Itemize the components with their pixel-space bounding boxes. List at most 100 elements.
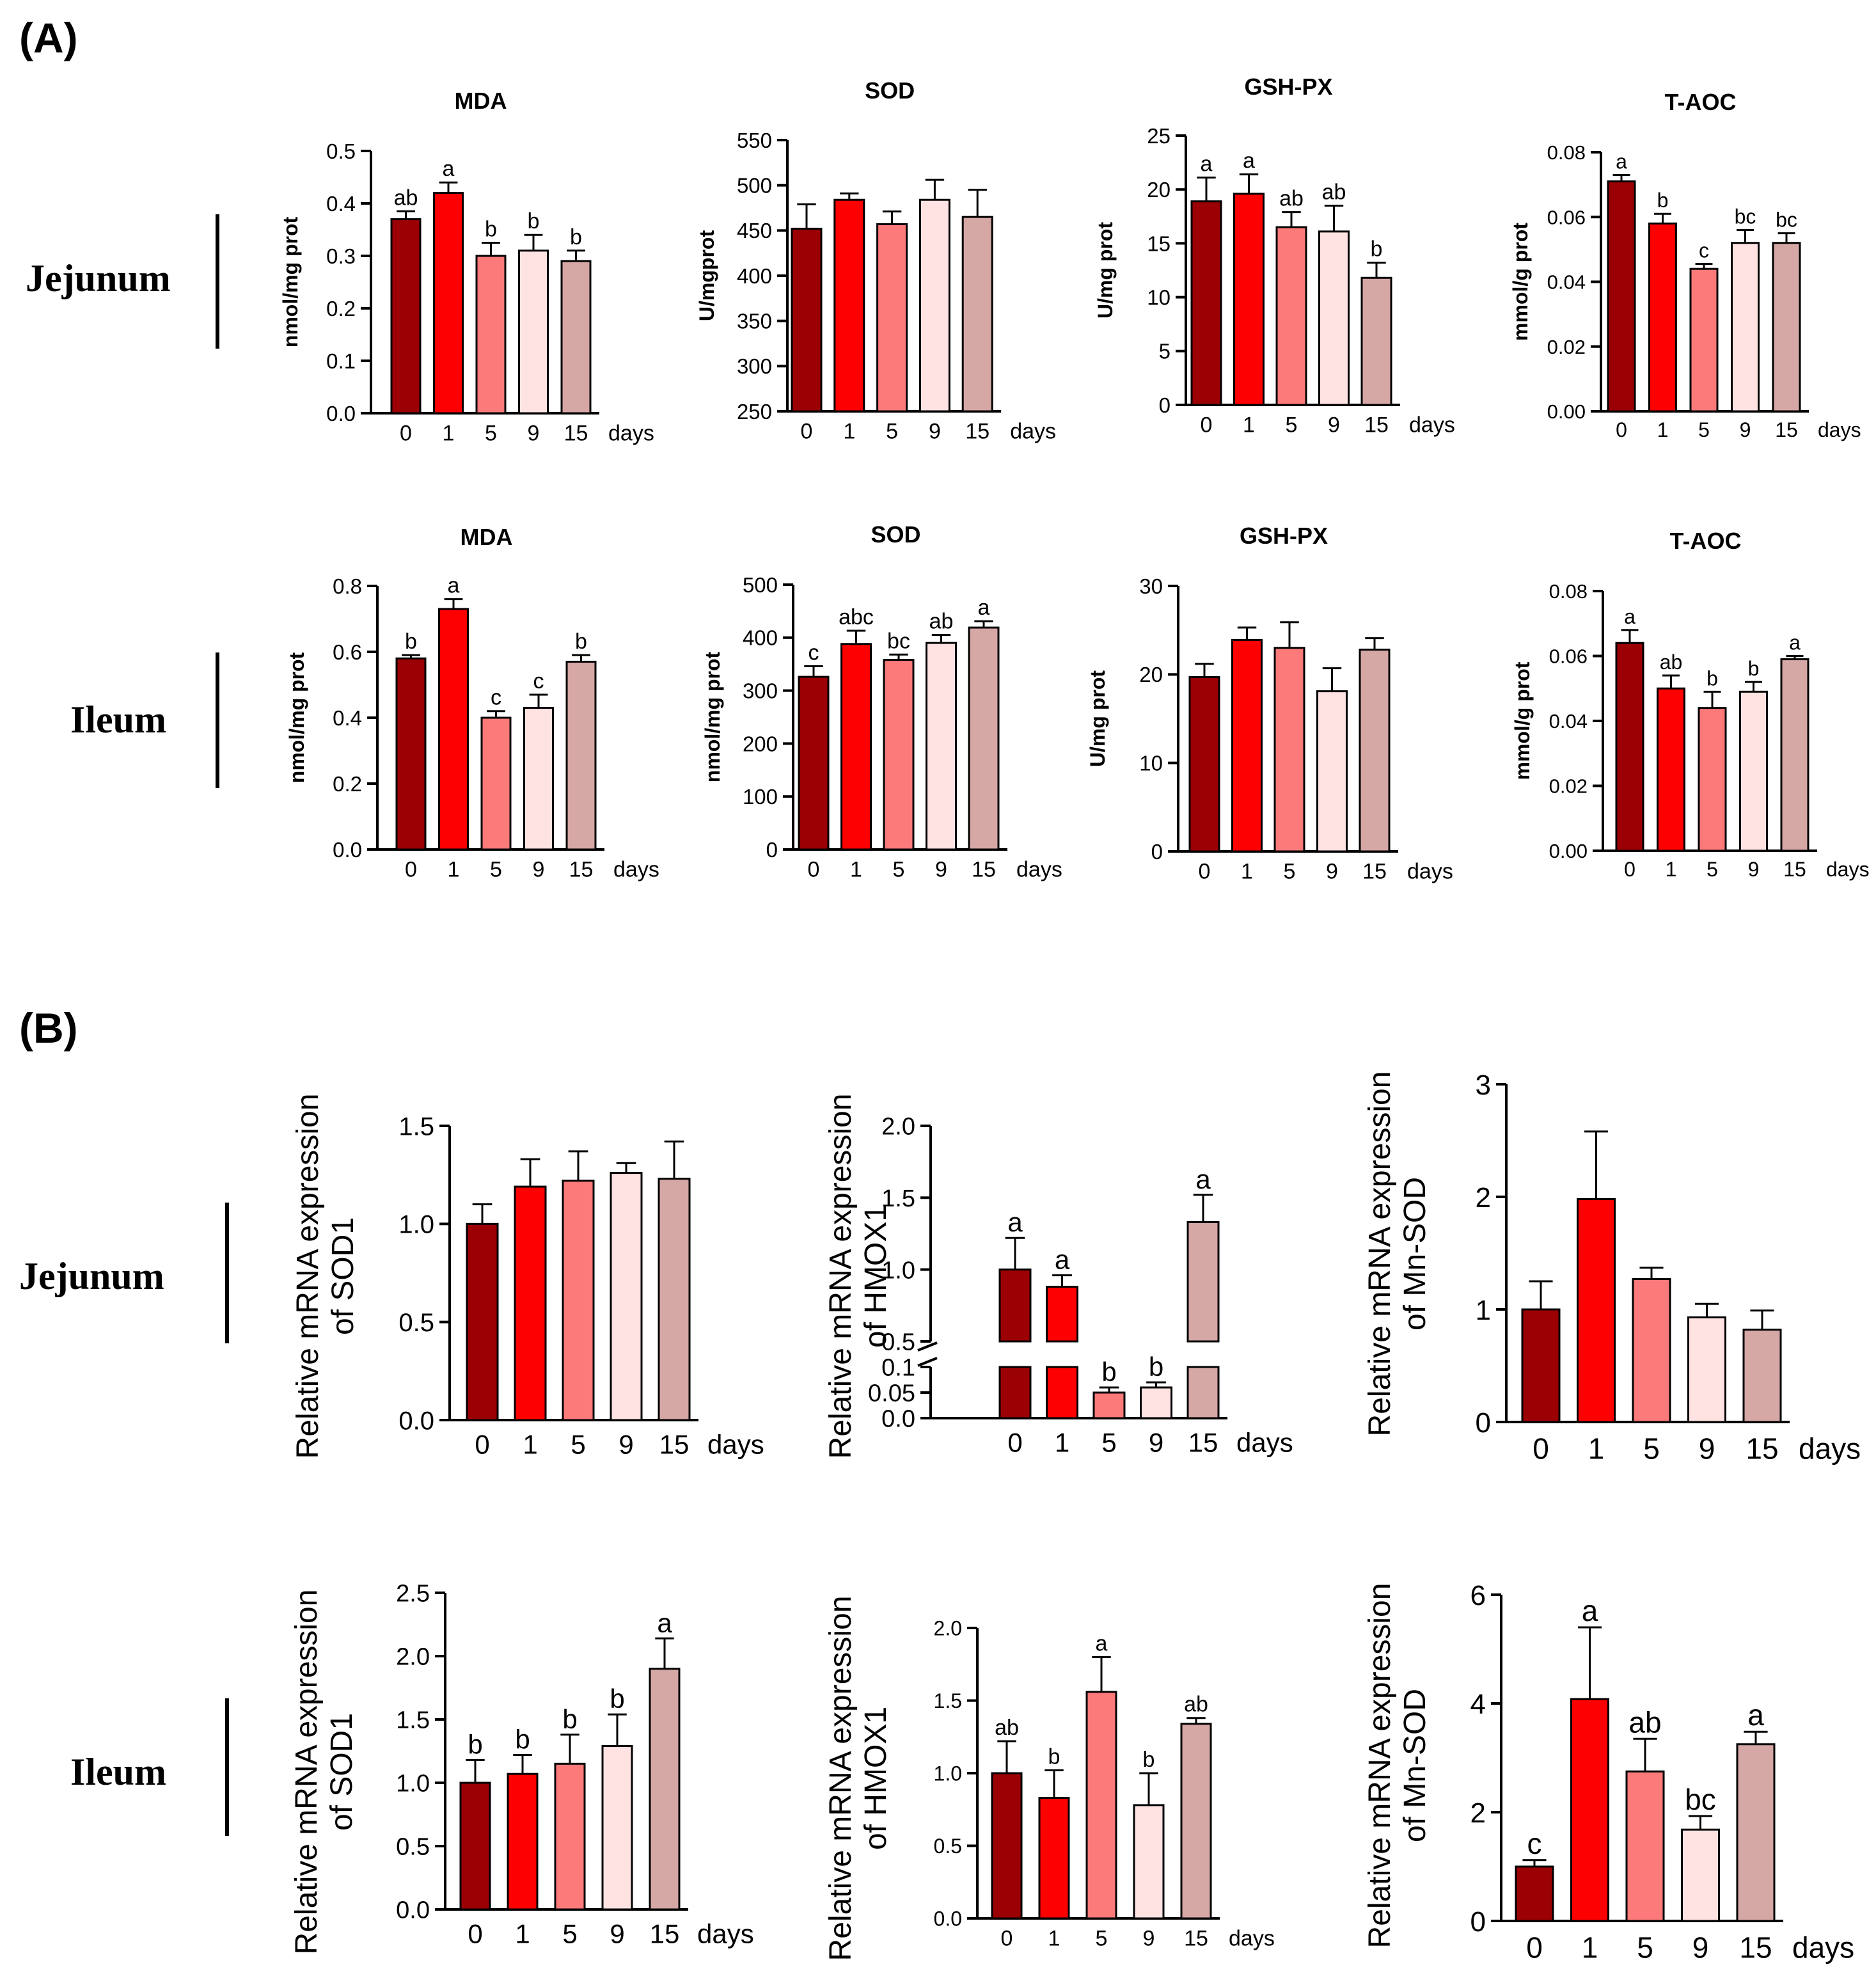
x-tick-label: 15 bbox=[1188, 1428, 1218, 1458]
y-tick-label: 6 bbox=[1470, 1580, 1486, 1611]
tissue-label-b-ileum: Ileum bbox=[70, 1751, 166, 1793]
x-tick-label: 15 bbox=[1775, 418, 1798, 441]
bar bbox=[1689, 267, 1719, 413]
y-tick-label: 2 bbox=[1476, 1182, 1491, 1213]
bar bbox=[1632, 1277, 1671, 1423]
bar bbox=[560, 260, 592, 415]
chart-title: GSH-PX bbox=[1244, 74, 1332, 100]
y-tick-label: 0 bbox=[1470, 1906, 1486, 1938]
y-tick-label: 200 bbox=[743, 732, 778, 755]
bar bbox=[1359, 649, 1391, 853]
x-tick-label: 5 bbox=[886, 420, 898, 444]
x-tick-label: 1 bbox=[523, 1430, 537, 1460]
significance-letter: b bbox=[405, 629, 417, 654]
bar bbox=[523, 707, 554, 851]
bar bbox=[1698, 707, 1727, 852]
significance-letter: bc bbox=[1776, 209, 1797, 232]
bar bbox=[1180, 1723, 1212, 1920]
significance-letter: ab bbox=[394, 186, 418, 210]
y-tick-label: 1.0 bbox=[934, 1762, 962, 1785]
x-tick-label: 0 bbox=[1624, 858, 1636, 881]
x-tick-label: 15 bbox=[1364, 413, 1389, 438]
chart-b-jejunum-hmox1: 0.00.050.10.5 1.0 1.5 2.0 Relative mRNA expr… bbox=[824, 1094, 1293, 1459]
x-tick-label: 9 bbox=[1143, 1927, 1155, 1951]
y-tick-label: 30 bbox=[1139, 574, 1163, 598]
significance-letter: ab bbox=[995, 1716, 1019, 1740]
x-tick-label: 5 bbox=[1096, 1927, 1108, 1951]
x-tick-label: 0 bbox=[808, 858, 820, 882]
y-tick-label: 0.0 bbox=[326, 402, 356, 425]
bar bbox=[1186, 1366, 1220, 1419]
bar bbox=[466, 1222, 499, 1421]
bar bbox=[1739, 690, 1768, 852]
x-axis-label: days bbox=[1826, 858, 1870, 881]
x-tick-label: 1 bbox=[1243, 413, 1255, 438]
y-tick-label: 300 bbox=[743, 679, 778, 702]
bar bbox=[840, 643, 872, 851]
y-tick-label: 15 bbox=[1147, 232, 1171, 255]
bar bbox=[991, 1772, 1023, 1920]
x-tick-label: 15 bbox=[1746, 1432, 1778, 1466]
significance-letter: ab bbox=[1184, 1693, 1208, 1717]
significance-letter: b bbox=[1101, 1357, 1116, 1387]
chart-title: T-AOC bbox=[1665, 89, 1737, 115]
significance-letter: b bbox=[1149, 1352, 1163, 1382]
y-axis-label: mmol/g prot bbox=[1509, 223, 1532, 341]
bar bbox=[1687, 1316, 1726, 1423]
x-tick-label: 9 bbox=[1699, 1432, 1715, 1466]
significance-letter: a bbox=[1055, 1245, 1070, 1275]
x-tick-label: 5 bbox=[893, 858, 905, 882]
y-tick-label: 0.04 bbox=[1549, 710, 1588, 732]
section-b-label: (B) bbox=[19, 1004, 78, 1052]
y-tick-label: 2.0 bbox=[881, 1114, 915, 1141]
y-tick-label: 0.00 bbox=[1547, 400, 1586, 423]
significance-letter: a bbox=[1789, 631, 1801, 654]
y-tick-label: 0.06 bbox=[1549, 645, 1588, 668]
y-tick-label: 0.2 bbox=[333, 772, 362, 796]
bar bbox=[554, 1762, 586, 1911]
bar bbox=[1273, 647, 1305, 853]
significance-letter: ab bbox=[1628, 1705, 1661, 1739]
bar-upper bbox=[1046, 1286, 1078, 1343]
y-tick-label: 0.02 bbox=[1547, 336, 1586, 358]
significance-letter: b bbox=[1707, 667, 1718, 690]
bar bbox=[518, 249, 549, 415]
significance-letter: a bbox=[1007, 1207, 1023, 1237]
bar-upper bbox=[998, 1268, 1032, 1343]
x-tick-label: 0 bbox=[1007, 1428, 1022, 1458]
bar bbox=[1133, 1804, 1165, 1920]
x-tick-label: 5 bbox=[1284, 860, 1296, 884]
x-axis-label: days bbox=[1409, 413, 1455, 438]
tissue-label-a-jejunum: Jejunum bbox=[26, 257, 171, 299]
y-axis-label: Relative mRNA expression bbox=[290, 1590, 324, 1955]
y-axis-label-line2: of HMOX1 bbox=[859, 1205, 893, 1348]
x-tick-label: 9 bbox=[619, 1430, 633, 1460]
significance-letter: ab bbox=[1660, 651, 1683, 674]
bar bbox=[1625, 1770, 1665, 1922]
bar bbox=[1736, 1743, 1776, 1922]
chart-title: T-AOC bbox=[1670, 528, 1742, 554]
y-tick-label: 0.2 bbox=[326, 297, 356, 320]
x-tick-label: 1 bbox=[1582, 1931, 1598, 1964]
x-tick-label: 1 bbox=[515, 1919, 530, 1949]
significance-letter: b bbox=[1657, 189, 1669, 212]
bar bbox=[1092, 1391, 1126, 1419]
bar bbox=[475, 255, 507, 415]
chart-a-jejunum-mda: MDA 0.0 0.1 0.2 0.3 0.4 0.5 nmol/mg prot ab 0 a 1 b 5… bbox=[279, 88, 654, 446]
y-tick-label: 20 bbox=[1139, 663, 1163, 686]
chart-title: MDA bbox=[461, 524, 513, 550]
y-tick-label: 0.08 bbox=[1549, 580, 1588, 603]
bar bbox=[1772, 242, 1801, 413]
bar bbox=[1577, 1198, 1616, 1423]
y-tick-label: 0.0 bbox=[881, 1406, 915, 1433]
bar bbox=[1731, 242, 1760, 413]
y-tick-label: 5 bbox=[1159, 340, 1171, 363]
y-axis-label: nmol/mg prot bbox=[285, 652, 308, 783]
y-tick-label: 1.5 bbox=[881, 1185, 915, 1212]
y-axis-label: Relative mRNA expression bbox=[291, 1094, 325, 1459]
x-tick-label: 9 bbox=[528, 422, 540, 446]
x-tick-label: 5 bbox=[1707, 858, 1718, 881]
y-tick-label: 0.05 bbox=[868, 1380, 915, 1407]
axis-break-mark bbox=[917, 1341, 938, 1352]
x-tick-label: 5 bbox=[1101, 1428, 1116, 1458]
